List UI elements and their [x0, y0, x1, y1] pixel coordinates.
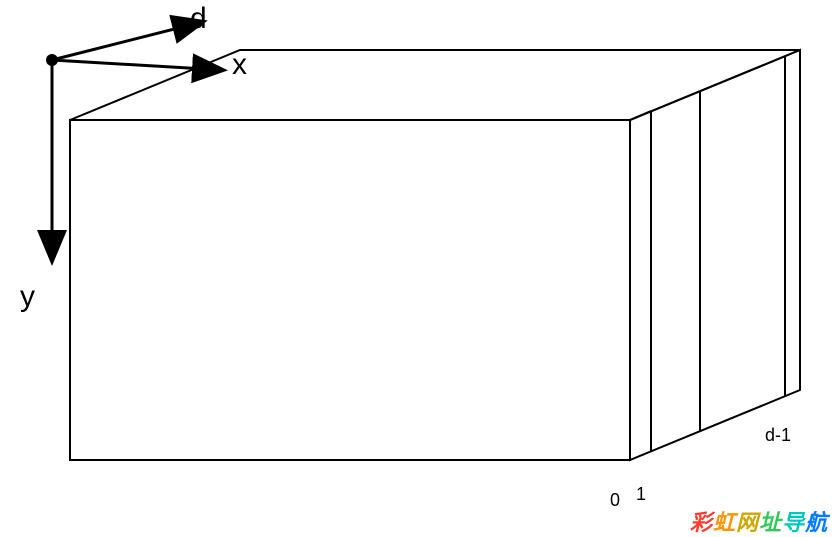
label-d: d: [190, 2, 207, 36]
watermark-char: 网: [736, 510, 759, 535]
axis-d: [52, 22, 202, 60]
box-slices: [630, 56, 785, 451]
box-right-face: [630, 50, 800, 460]
label-slice-0: 0: [610, 490, 620, 511]
box-top-face: [70, 50, 800, 120]
watermark-char: 彩: [690, 510, 713, 535]
watermark-char: 导: [782, 510, 805, 535]
diagram-canvas: [0, 0, 837, 537]
watermark-char: 址: [759, 510, 782, 535]
label-y: y: [20, 280, 35, 314]
axes: [46, 22, 222, 260]
box-3d: [70, 50, 800, 460]
watermark-char: 航: [805, 510, 828, 535]
label-slice-1: 1: [636, 484, 646, 505]
watermark: 彩虹网址导航: [690, 505, 828, 537]
label-x: x: [232, 48, 247, 82]
watermark-char: 虹: [713, 510, 736, 535]
box-front-face: [70, 120, 630, 460]
slice-1-top-edge: [630, 111, 651, 120]
label-slice-last: d-1: [765, 425, 791, 446]
